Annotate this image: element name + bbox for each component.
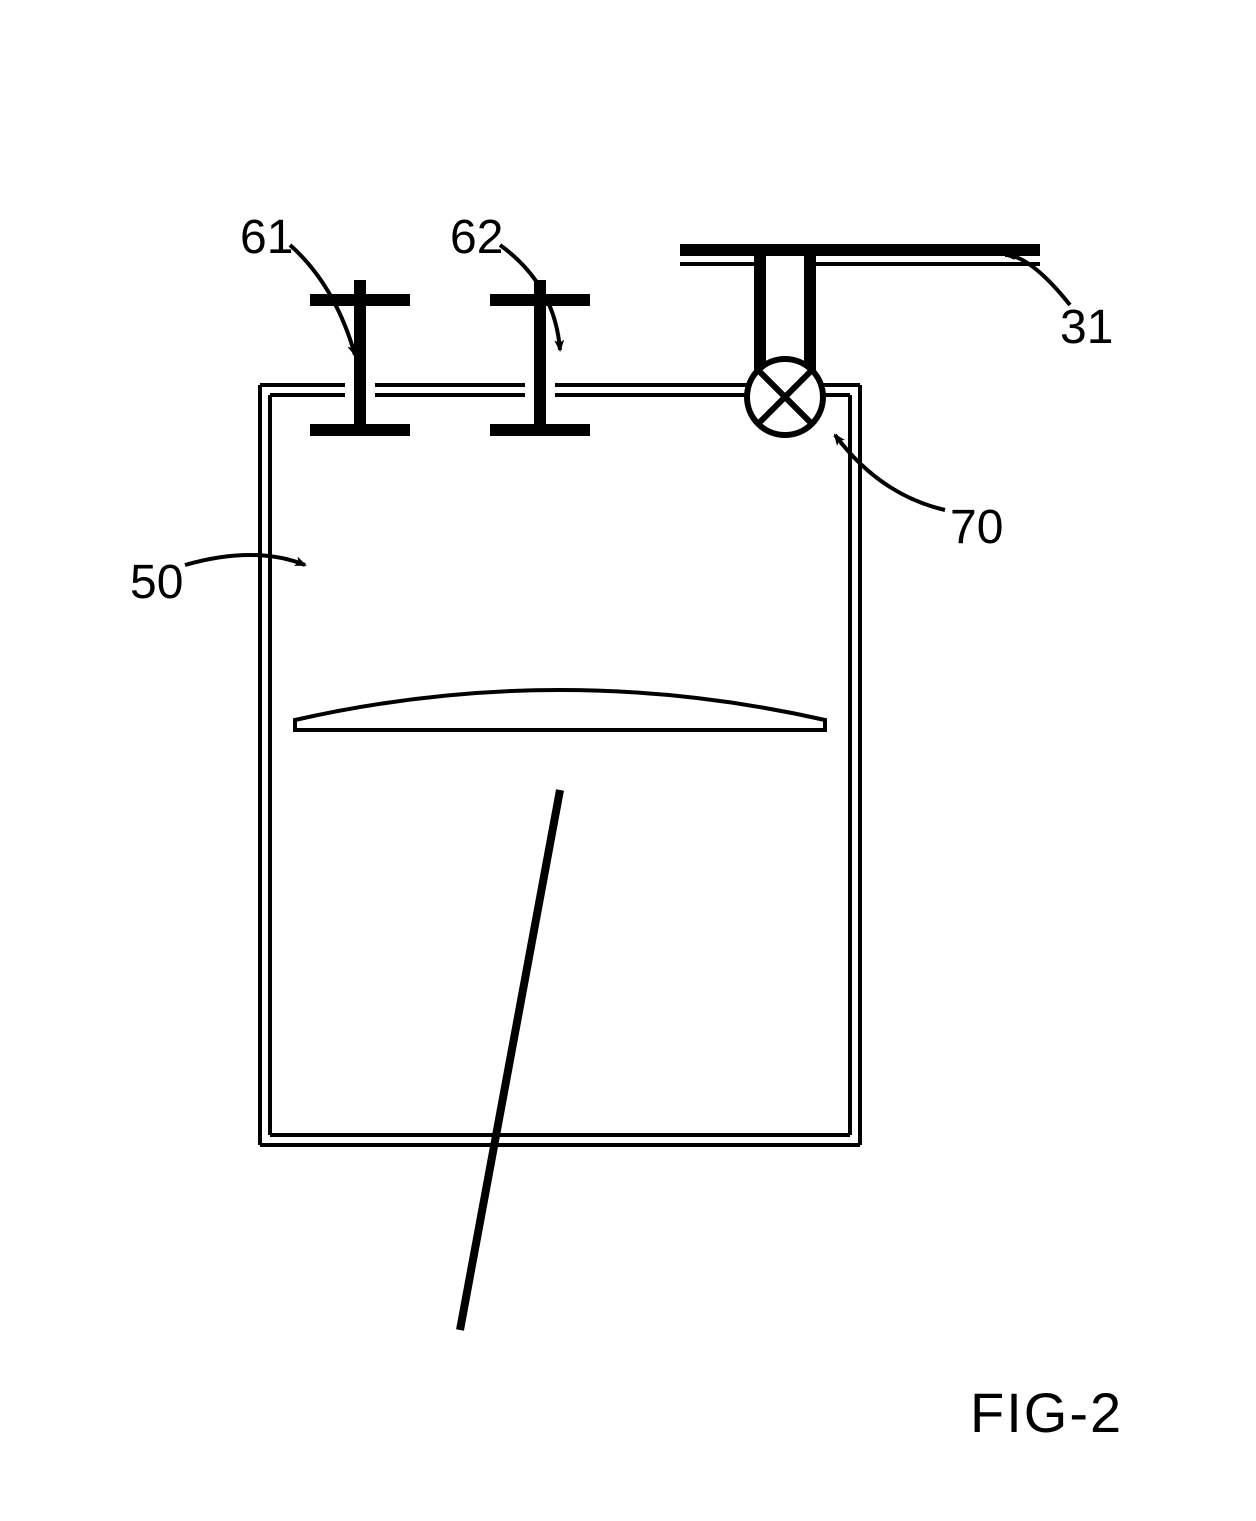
label-62: 62 bbox=[450, 210, 503, 265]
label-31: 31 bbox=[1060, 300, 1113, 355]
arrow-50 bbox=[185, 555, 305, 565]
label-50: 50 bbox=[130, 555, 183, 610]
label-61: 61 bbox=[240, 210, 293, 265]
label-70: 70 bbox=[950, 500, 1003, 555]
patent-figure bbox=[0, 0, 1256, 1521]
figure-title: FIG-2 bbox=[970, 1380, 1123, 1445]
